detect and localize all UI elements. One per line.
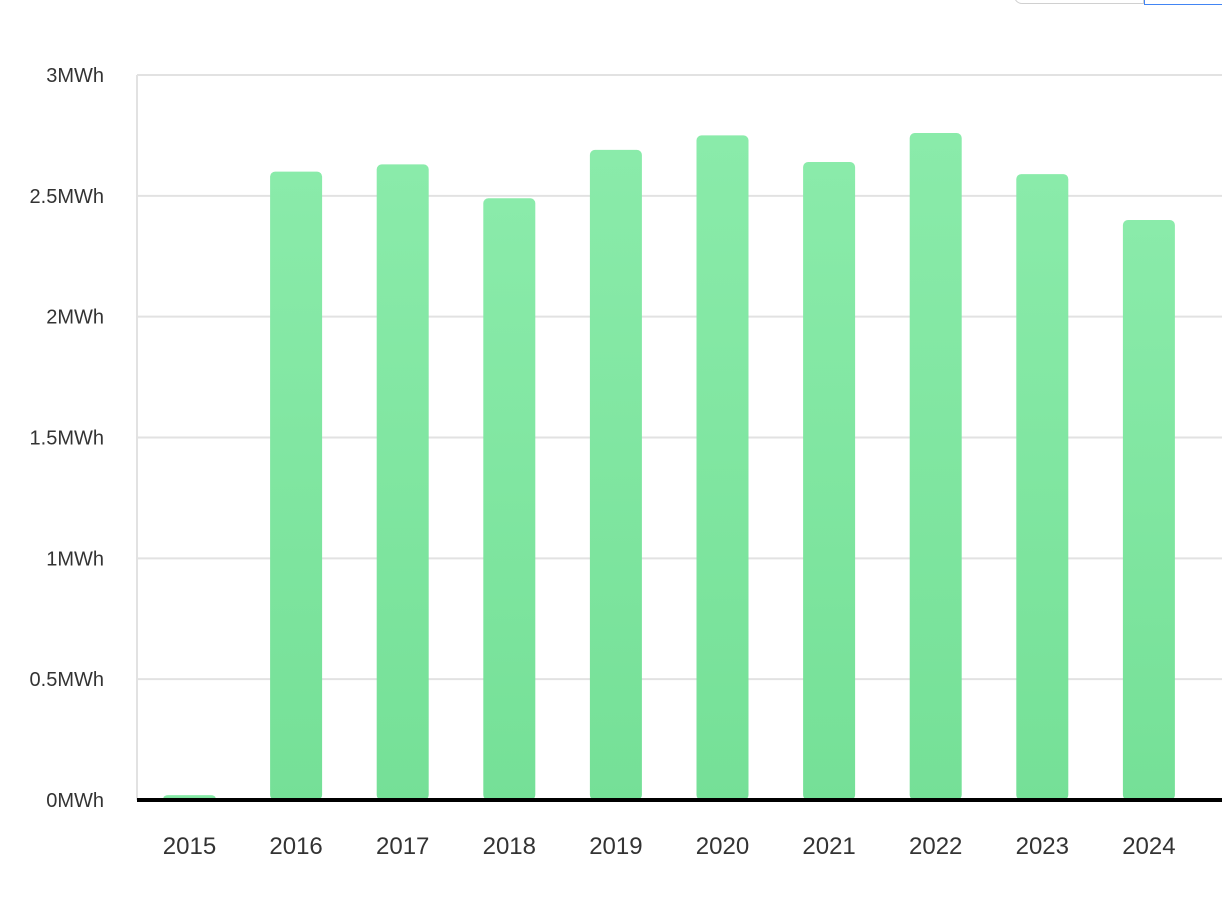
x-tick-label: 2018	[483, 833, 536, 860]
x-tick-label: 2021	[802, 833, 855, 860]
x-tick-label: 2020	[696, 833, 749, 860]
y-tick-label: 2MWh	[46, 307, 104, 329]
view-toggle-left-button[interactable]	[1014, 0, 1144, 4]
x-tick-label: 2024	[1122, 833, 1175, 860]
y-tick-label: 3MWh	[46, 65, 104, 87]
x-tick-label: 2023	[1016, 833, 1069, 860]
bar-2021[interactable]	[803, 162, 856, 800]
top-controls	[1014, 0, 1222, 5]
x-tick-label: 2015	[163, 833, 216, 860]
bar-2017[interactable]	[376, 164, 429, 800]
y-axis-tick-labels: 0MWh 0.5MWh 1MWh 1.5MWh 2MWh 2.5MWh 3MWh	[30, 65, 104, 812]
axes	[136, 75, 1222, 802]
bar-2024[interactable]	[1122, 220, 1175, 800]
bar-2022[interactable]	[909, 133, 962, 800]
x-tick-label: 2022	[909, 833, 962, 860]
view-toggle-right-button[interactable]	[1144, 0, 1222, 5]
bar-2023[interactable]	[1016, 174, 1069, 801]
bar-2016[interactable]	[270, 171, 323, 800]
x-axis-tick-labels: 2015 2016 2017 2018 2019 2020 2021 2022 2023 2024	[163, 833, 1176, 860]
x-tick-label: 2017	[376, 833, 429, 860]
y-tick-label: 2.5MWh	[30, 186, 104, 208]
bar-2019[interactable]	[589, 149, 642, 800]
bar-2018[interactable]	[483, 198, 536, 800]
y-tick-label: 0MWh	[46, 790, 104, 812]
x-tick-label: 2016	[269, 833, 322, 860]
y-tick-label: 1MWh	[46, 548, 104, 570]
bar-2020[interactable]	[696, 135, 749, 800]
bars	[163, 133, 1175, 801]
y-tick-label: 1.5MWh	[30, 428, 104, 450]
y-tick-label: 0.5MWh	[30, 669, 104, 691]
x-tick-label: 2019	[589, 833, 642, 860]
